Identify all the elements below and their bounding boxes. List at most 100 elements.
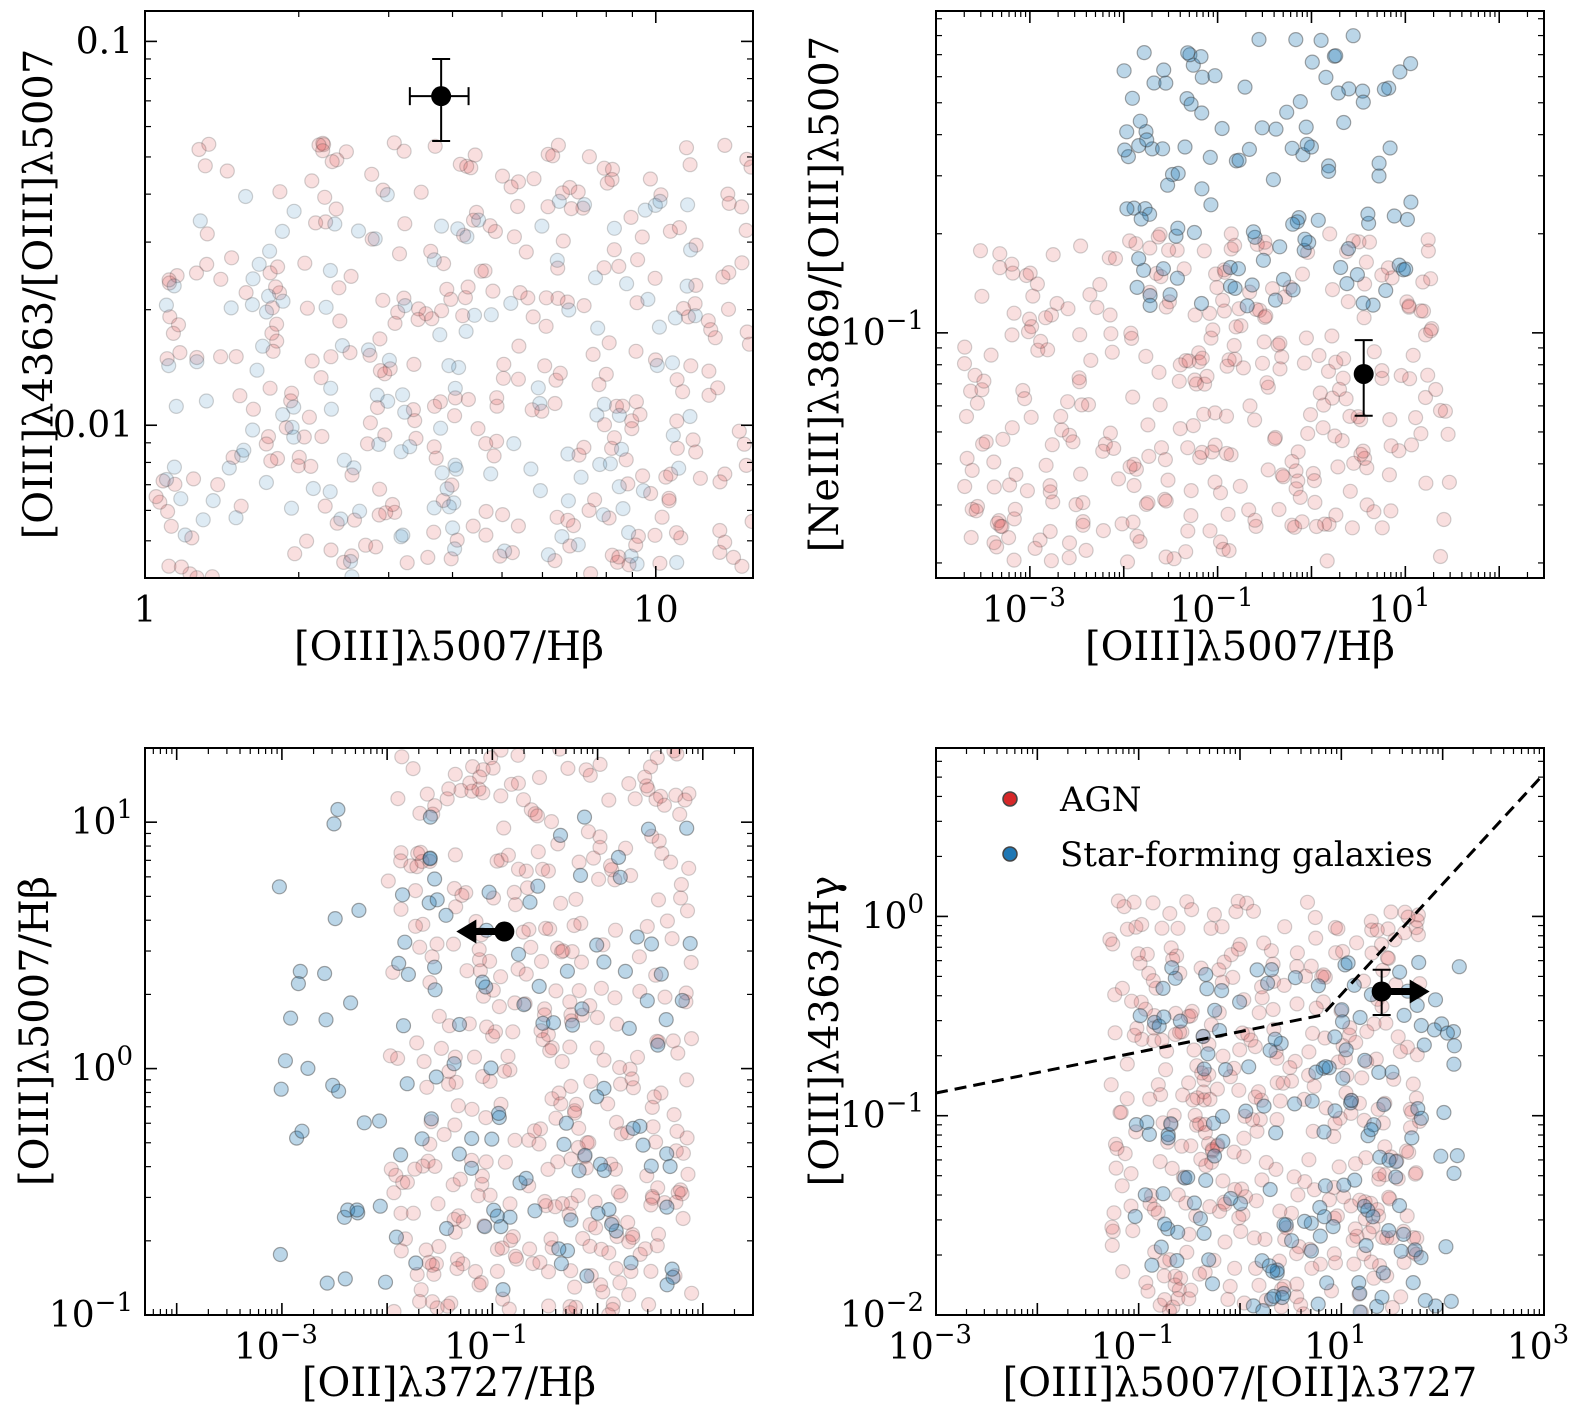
sf-point: [1249, 962, 1265, 978]
agn-point: [1095, 522, 1112, 539]
sf-point: [177, 527, 193, 543]
agn-point: [517, 996, 533, 1012]
agn-point: [494, 168, 511, 184]
agn-point: [1308, 930, 1324, 946]
agn-point: [1113, 1104, 1129, 1121]
sf-point: [1404, 1130, 1420, 1146]
sf-point: [556, 1136, 572, 1153]
agn-point: [1343, 1092, 1360, 1109]
agn-point: [1172, 357, 1188, 373]
agn-point: [550, 290, 566, 306]
sf-point: [1328, 48, 1344, 64]
agn-point: [532, 1121, 549, 1137]
agn-point: [717, 534, 733, 550]
agn-point: [555, 233, 571, 249]
sf-point: [251, 256, 267, 272]
agn-point: [1071, 370, 1087, 386]
agn-point: [447, 390, 463, 406]
agn-point: [1109, 1140, 1125, 1157]
sf-point: [1327, 1103, 1343, 1119]
sf-point: [394, 887, 411, 903]
agn-point: [587, 1194, 603, 1210]
agn-point: [1288, 481, 1304, 497]
agn-point: [568, 891, 584, 907]
agn-point: [1119, 1091, 1135, 1107]
agn-point: [344, 548, 360, 564]
agn-point: [1374, 267, 1390, 283]
agn-point: [185, 471, 202, 487]
agn-point: [1314, 969, 1330, 985]
sf-point: [393, 529, 409, 545]
agn-point: [610, 1184, 627, 1200]
legend: AGN Star-forming galaxies: [1002, 780, 1433, 875]
agn-point: [1178, 544, 1194, 560]
agn-point: [1347, 1156, 1364, 1172]
agn-point: [477, 263, 493, 279]
agn-point: [1345, 233, 1361, 249]
agn-point: [399, 555, 415, 571]
sf-point: [662, 1158, 678, 1175]
agn-point: [1207, 405, 1223, 421]
agn-point: [573, 954, 590, 970]
sf-point: [1325, 1218, 1341, 1235]
sf-point: [592, 456, 608, 473]
agn-point: [1152, 226, 1168, 242]
agn-point: [1275, 1075, 1291, 1091]
agn-point: [1273, 1281, 1290, 1297]
agn-point: [542, 921, 558, 937]
agn-point: [1137, 1001, 1154, 1017]
agn-point: [634, 229, 650, 245]
sf-point: [391, 955, 407, 972]
agn-point: [648, 791, 664, 807]
agn-point: [608, 1260, 624, 1277]
sf-point: [422, 850, 438, 866]
agn-point: [959, 450, 975, 466]
agn-point: [1268, 1044, 1284, 1060]
agn-point: [377, 427, 393, 443]
agn-point: [1363, 913, 1379, 930]
agn-point: [1195, 1084, 1212, 1100]
agn-point: [666, 748, 682, 759]
agn-point: [669, 413, 685, 429]
agn-point: [1183, 483, 1199, 499]
agn-point: [510, 961, 526, 977]
agn-point: [428, 1256, 444, 1272]
agn-point: [1227, 1181, 1243, 1198]
sf-point: [561, 302, 577, 318]
agn-point: [197, 158, 213, 174]
agn-point: [1194, 444, 1210, 460]
agn-point: [1375, 1115, 1391, 1131]
sf-point: [1151, 1018, 1167, 1034]
sf-point: [351, 902, 367, 919]
agn-point: [1191, 1266, 1208, 1282]
agn-point: [540, 199, 556, 215]
agn-point: [1049, 295, 1065, 312]
agn-point: [331, 280, 347, 296]
sf-point: [1321, 1060, 1337, 1076]
sf-point: [589, 937, 605, 953]
agn-point: [1165, 951, 1181, 967]
sf-point: [432, 327, 448, 343]
agn-point: [1004, 420, 1020, 436]
agn-point: [455, 1256, 471, 1272]
agn-point: [299, 300, 315, 316]
sf-point: [1312, 1199, 1328, 1216]
agn-point: [521, 921, 537, 938]
sf-point: [1352, 1304, 1368, 1315]
sf-point: [545, 1015, 562, 1031]
agn-point: [1102, 931, 1118, 948]
agn-point: [1382, 412, 1398, 428]
agn-point: [1335, 351, 1352, 367]
agn-point: [1273, 1299, 1290, 1315]
sf-point: [1155, 980, 1171, 997]
agn-point: [393, 1205, 409, 1221]
sf-point: [261, 288, 277, 304]
x-axis-label-top-right: [OIII]λ5007/Hβ: [1085, 624, 1395, 670]
sf-point: [1255, 1303, 1271, 1315]
agn-point: [1059, 394, 1076, 410]
sf-point: [273, 1081, 289, 1097]
agn-point: [1183, 1282, 1199, 1298]
agn-point: [1379, 1230, 1395, 1246]
agn-point: [1272, 1093, 1288, 1109]
